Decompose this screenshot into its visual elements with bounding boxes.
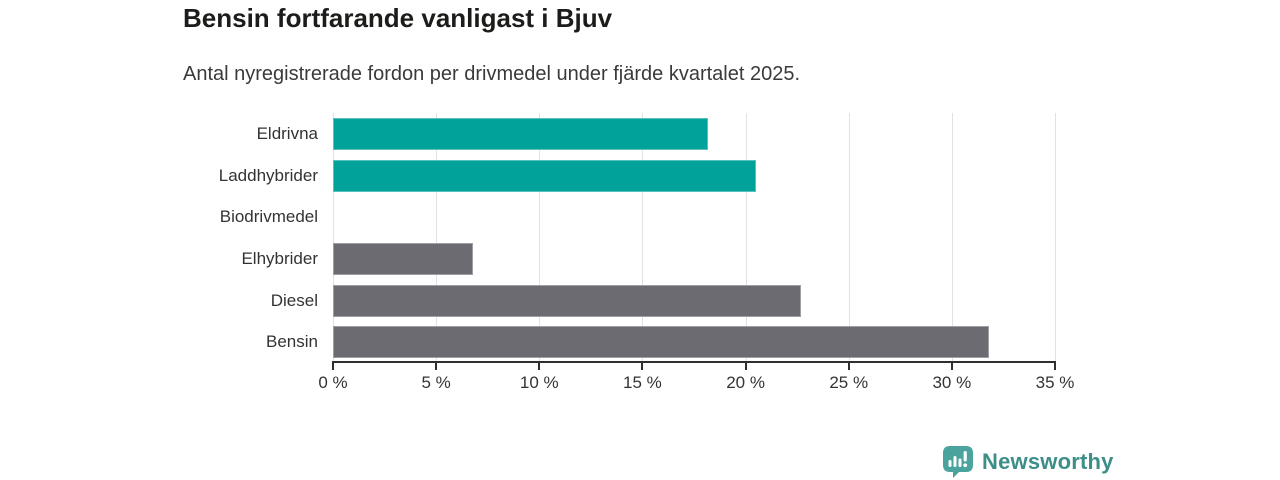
x-axis-tick-label-35: 35 % — [1035, 373, 1075, 392]
x-axis-tick-25 — [847, 363, 850, 370]
x-axis-tick-label-15: 15 % — [623, 373, 662, 392]
x-axis-tick-15 — [641, 363, 644, 370]
gridline-25 — [848, 113, 850, 361]
category-label-bensin: Bensin — [266, 332, 318, 352]
brand-name: Newsworthy — [982, 449, 1114, 474]
x-axis-tick-label-10: 10 % — [519, 373, 559, 392]
bar-bensin — [333, 326, 989, 359]
x-axis-line — [332, 361, 1056, 363]
x-axis-tick-5 — [435, 363, 438, 370]
bar-diesel — [333, 284, 802, 317]
gridline-15 — [642, 113, 644, 361]
x-axis-tick-label-30: 30 % — [932, 373, 972, 392]
category-label-laddhybrider: Laddhybrider — [218, 165, 318, 185]
x-axis-tick-0 — [332, 363, 334, 370]
gridline-20 — [745, 113, 747, 361]
bar-chart-bubble-icon — [943, 446, 973, 478]
chart-subtitle: Antal nyregistrerade fordon per drivmede… — [183, 63, 801, 85]
bar-laddhybrider — [333, 159, 756, 192]
x-axis-tick-35 — [1054, 363, 1056, 370]
gridline-30 — [951, 113, 953, 361]
x-axis-tick-10 — [538, 363, 541, 370]
x-axis-tick-label-20: 20 % — [726, 373, 765, 392]
newsworthy-logo: Newsworthy — [943, 446, 1114, 478]
gridline-10 — [539, 113, 541, 361]
category-label-diesel: Diesel — [270, 290, 318, 310]
category-label-eldrivna: Eldrivna — [256, 123, 318, 143]
category-label-biodrivmedel: Biodrivmedel — [219, 207, 318, 227]
x-axis-tick-label-5: 5 % — [421, 373, 451, 392]
x-axis-tick-20 — [744, 363, 747, 370]
x-axis-tick-label-25: 25 % — [829, 373, 869, 392]
bar-eldrivna — [333, 117, 709, 150]
bar-elhybrider — [333, 242, 474, 275]
gridline-5 — [436, 113, 438, 361]
gridline-0 — [333, 113, 334, 361]
x-axis-tick-label-0: 0 % — [318, 373, 348, 392]
chart-title: Bensin fortfarande vanligast i Bjuv — [183, 3, 613, 33]
category-label-elhybrider: Elhybrider — [241, 248, 318, 268]
gridline-35 — [1055, 113, 1056, 361]
x-axis-tick-30 — [950, 363, 953, 370]
